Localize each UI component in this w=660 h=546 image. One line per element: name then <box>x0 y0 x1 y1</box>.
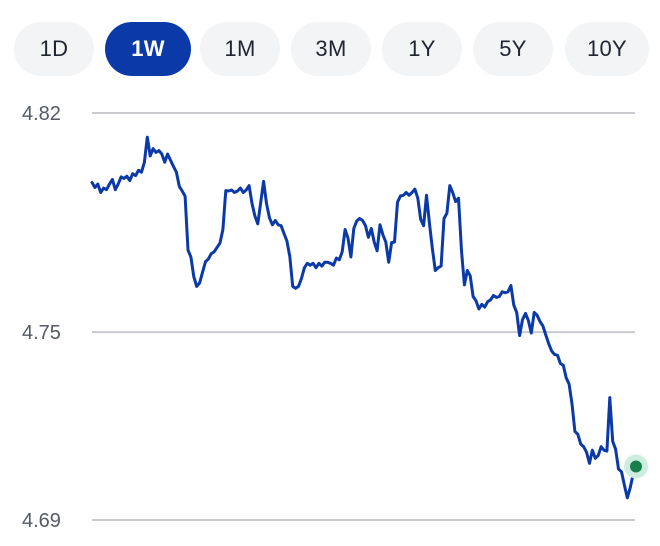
range-button-3m[interactable]: 3M <box>291 22 371 76</box>
range-button-5y[interactable]: 5Y <box>473 22 553 76</box>
y-tick-label: 4.75 <box>22 322 61 344</box>
range-button-1y[interactable]: 1Y <box>382 22 462 76</box>
price-line <box>90 135 638 500</box>
y-tick-label: 4.82 <box>22 103 61 125</box>
chart-grid <box>92 112 635 521</box>
time-range-selector: 1D 1W 1M 3M 1Y 5Y 10Y <box>14 22 660 76</box>
range-button-1m[interactable]: 1M <box>200 22 280 76</box>
range-button-10y[interactable]: 10Y <box>565 22 649 76</box>
latest-point-marker[interactable] <box>630 460 642 473</box>
range-button-1w[interactable]: 1W <box>105 22 191 76</box>
y-axis-ticks: 4.82 4.75 4.69 <box>22 103 61 532</box>
range-button-1d[interactable]: 1D <box>14 22 94 76</box>
y-tick-label: 4.69 <box>22 510 61 532</box>
